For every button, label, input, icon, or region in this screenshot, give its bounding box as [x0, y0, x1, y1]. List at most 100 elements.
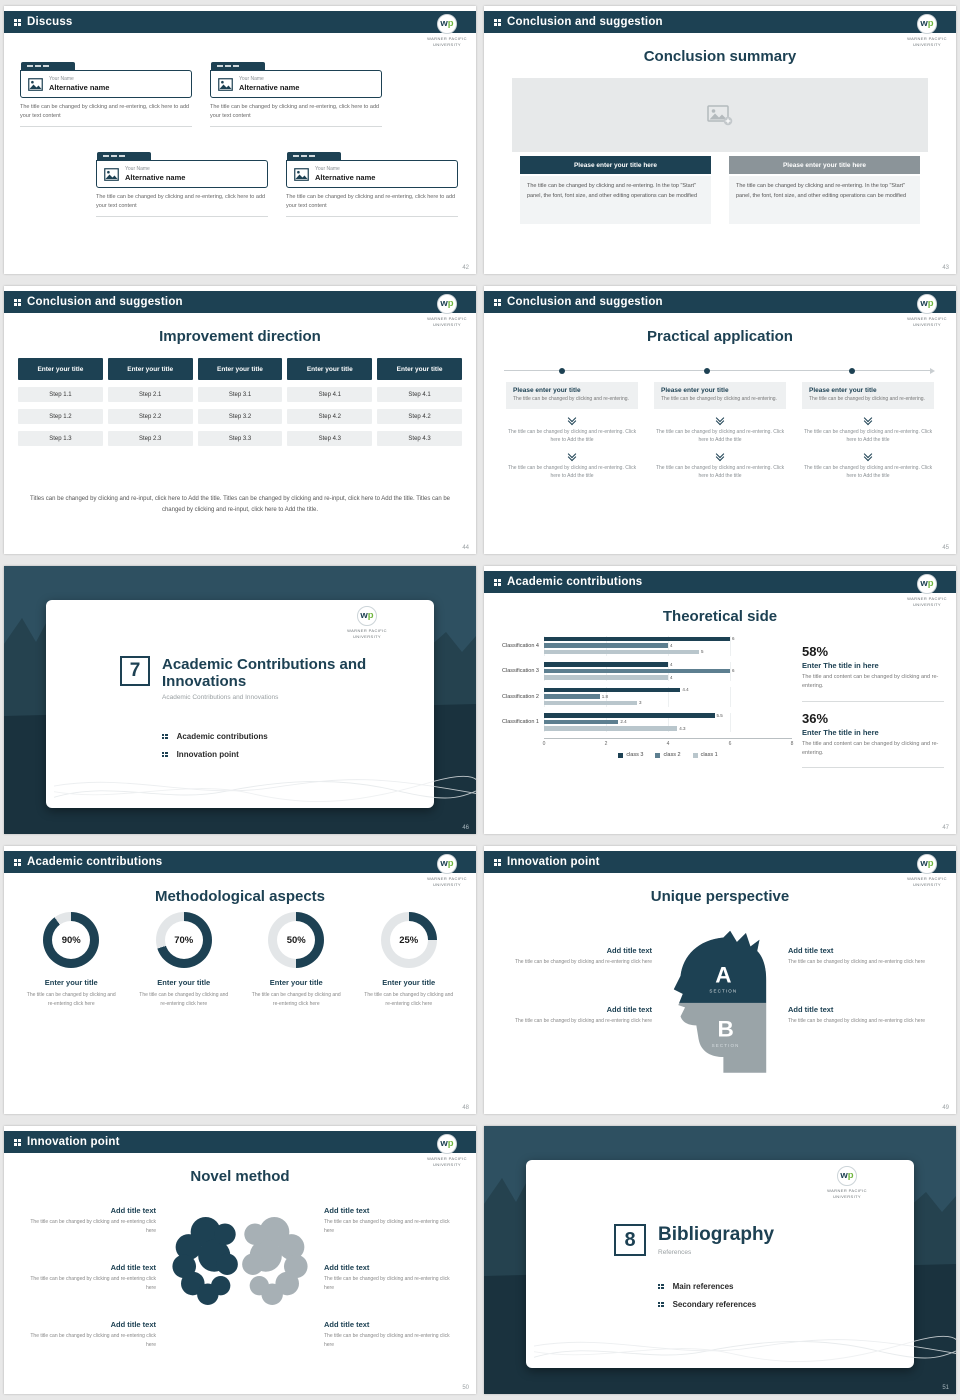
bar-chart: Classification 4 6 4 5 Classification 3 4 6 4 Cl…	[492, 636, 793, 758]
block-title: Add title text	[324, 1320, 370, 1329]
step-column: Enter your title Step 4.1 Step 4.2 Step …	[377, 358, 462, 446]
block-title: Add title text	[788, 946, 834, 955]
stat-title: Enter The title in here	[802, 661, 879, 670]
stats-panel: 58% Enter The title in here The title an…	[802, 644, 944, 777]
block-title: Add title text	[110, 1206, 156, 1215]
step-item: Step 3.2	[197, 409, 283, 424]
picture-icon	[104, 167, 119, 181]
step-column: Enter your title Step 3.1 Step 3.2 Step …	[197, 358, 283, 446]
title-button[interactable]: Enter your title	[287, 358, 373, 380]
title-button[interactable]: Enter your title	[197, 358, 283, 380]
section-item-label: Innovation point	[176, 750, 239, 759]
slide-header-title: Conclusion and suggestion	[507, 296, 663, 308]
grid-dots-icon	[494, 18, 501, 26]
title-button[interactable]: Please enter your title here	[520, 156, 711, 174]
donut-body: The title can be changed by clicking and…	[251, 992, 341, 1007]
picture-icon	[294, 167, 309, 181]
stat-body: The title and content can be changed by …	[802, 740, 939, 757]
donut-title: Enter your title	[44, 978, 98, 987]
name-box: Your Name Alternative name	[210, 70, 382, 98]
chart-category-label: Classification 2	[502, 693, 539, 700]
donut-item: 70% Enter your title The title can be ch…	[133, 912, 236, 1009]
section-b-label: SECTION	[712, 1043, 740, 1048]
block-title: Add title text	[110, 1320, 156, 1329]
logo-letter-p: p	[927, 858, 934, 870]
column-body-text: The title can be changed by clicking and…	[729, 176, 920, 224]
step-item: Step 3.1	[197, 387, 283, 402]
brain-svg	[172, 1217, 308, 1305]
donut-item: 25% Enter your title The title can be ch…	[358, 912, 461, 1009]
stat-item: 58% Enter The title in here The title an…	[802, 644, 944, 702]
title-box[interactable]: Please enter your title The title can be…	[506, 382, 638, 409]
donut-title: Enter your title	[157, 978, 211, 987]
slide-header-title: Conclusion and suggestion	[507, 16, 663, 28]
profile-card: Your Name Alternative name The title can…	[96, 152, 268, 217]
slide-title: Conclusion summary	[643, 48, 797, 65]
section-title: Academic Contributions and Innovations	[162, 656, 367, 691]
step-item: Step 4.2	[287, 409, 373, 424]
chart-bar-value: 4.3	[679, 725, 686, 731]
flow-column: Please enter your title The title can be…	[654, 382, 786, 481]
divider-line	[210, 125, 382, 127]
logo-letter-w: w	[920, 18, 928, 30]
section-item: Main references	[658, 1282, 756, 1291]
slide-title: Methodological aspects	[154, 888, 326, 905]
slide-header-title: Academic contributions	[27, 856, 163, 868]
image-placeholder[interactable]	[512, 78, 928, 152]
step-item: Step 4.1	[287, 387, 373, 402]
block-title: Add title text	[606, 1004, 652, 1014]
title-button[interactable]: Enter your title	[377, 358, 462, 380]
slide-title: Novel method	[190, 1168, 290, 1185]
block-body: The title can be changed by clicking and…	[30, 1219, 156, 1234]
chart-legend-item: class 1	[692, 752, 718, 758]
slide-header-bar: Academic contributions	[4, 851, 476, 873]
title-button[interactable]: Enter your title	[107, 358, 193, 380]
chart-bar-value: 2.4	[620, 719, 627, 725]
step-item: Step 4.3	[377, 431, 462, 446]
chart-legend-item: class 3	[618, 752, 643, 758]
text-block: Add title text The title can be changed …	[20, 1263, 156, 1292]
title-button[interactable]: Enter your title	[18, 358, 103, 380]
profile-card: Your Name Alternative name The title can…	[210, 62, 382, 127]
grid-dots-icon	[14, 1138, 21, 1146]
text-block: Add title text The title can be changed …	[324, 1206, 460, 1235]
title-box[interactable]: Please enter your title The title can be…	[654, 382, 786, 409]
title-box[interactable]: Please enter your title The title can be…	[802, 382, 934, 409]
donut-chart: 50%	[268, 912, 325, 968]
legend-swatch	[618, 752, 624, 758]
box-title: Please enter your title	[513, 387, 581, 394]
block-title: Add title text	[606, 946, 652, 955]
page-number: 42	[462, 265, 469, 271]
flow-text: The title can be changed by clicking and…	[655, 464, 785, 480]
grid-dots-icon	[14, 858, 21, 866]
stat-body: The title and content can be changed by …	[802, 674, 939, 690]
logo-caption: WARNER PACIFIC UNIVERSITY	[427, 876, 467, 887]
text-block: Add title text The title can be changed …	[502, 1005, 652, 1026]
chart-bar-value: 5.5	[716, 712, 723, 718]
chart-bar-value: 6	[732, 636, 735, 642]
name-box: Your Name Alternative name	[20, 70, 192, 98]
bar-chart-axis: 0 2 4 6 8	[543, 738, 793, 748]
bar-group: Classification 4 6 4 5	[492, 636, 792, 656]
logo-letter-w: w	[440, 298, 448, 310]
chart-bar-value: 4	[670, 661, 673, 667]
name-box: Your Name Alternative name	[286, 160, 458, 188]
title-button[interactable]: Please enter your title here	[729, 156, 920, 174]
slide-header-bar: Discuss	[4, 11, 476, 33]
